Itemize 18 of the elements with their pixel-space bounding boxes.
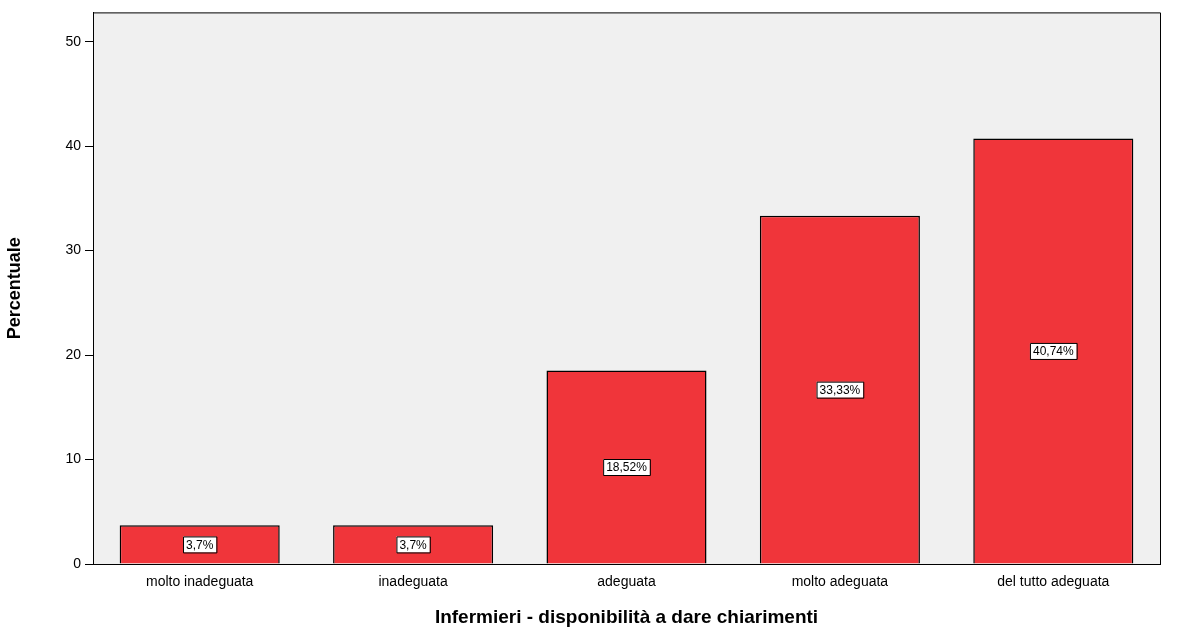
x-tick-label: adeguata [597,573,656,590]
data-label: 3,7% [399,537,428,552]
y-tick-label: 0 [73,554,82,571]
data-label: 40,74% [1032,344,1074,359]
y-tick-label: 30 [65,241,82,258]
data-label: 18,52% [606,460,648,475]
x-tick-label: inadeguata [378,573,448,590]
data-label: 3,7% [186,537,214,552]
data-label: 33,33% [819,382,861,397]
y-tick-label: 40 [65,136,82,153]
y-tick-label: 50 [65,32,82,49]
y-tick-label: 20 [65,345,82,362]
x-axis-title: Infermieri - disponibilità a dare chiarimenti [434,605,819,627]
x-tick-label: del tutto adeguata [997,573,1110,590]
x-tick-label: molto inadeguata [145,573,254,590]
y-axis-title: Percentuale [3,237,24,340]
x-tick-label: molto adeguata [791,573,889,590]
y-tick-label: 10 [65,450,82,467]
